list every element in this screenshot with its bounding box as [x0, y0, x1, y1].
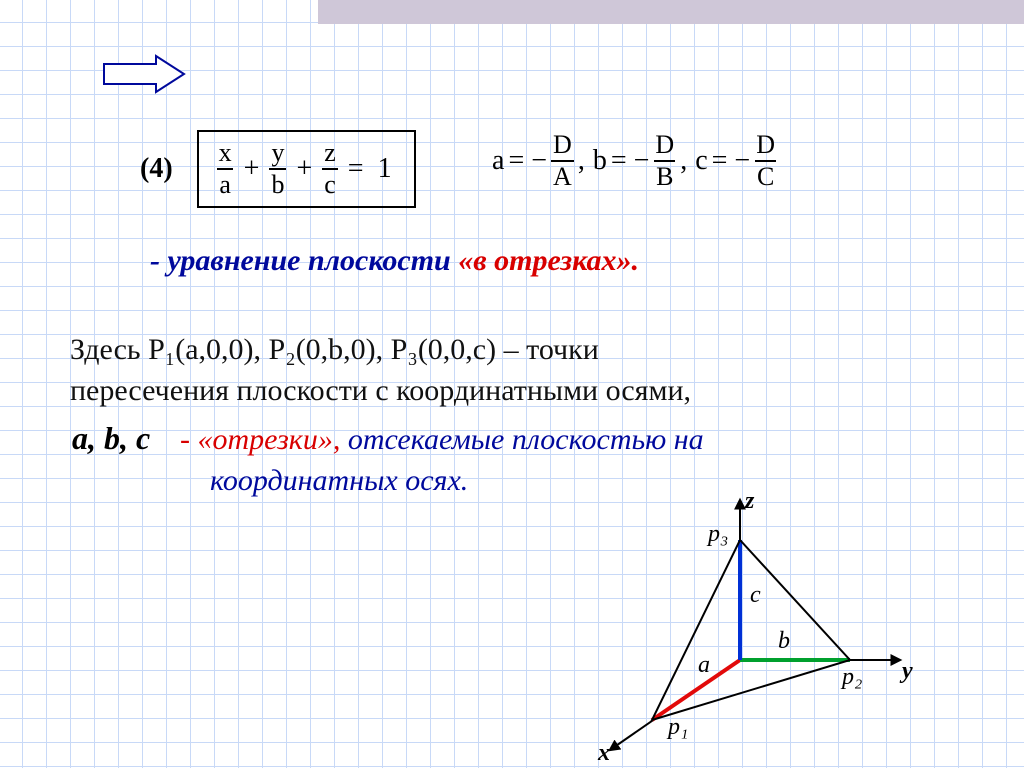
boxed-equation: x a + y b + z c = 1 [197, 130, 416, 208]
svg-text:b: b [778, 628, 790, 654]
subtitle: - уравнение плоскости «в отрезках». [150, 244, 639, 278]
abc-label: a, b, c [72, 420, 150, 457]
subtitle-em: «в отрезках». [458, 244, 639, 277]
body-text: Здесь P₁(a,0,0), P₂(0,b,0), P₃(0,0,c) – … [70, 330, 990, 411]
body-line-1: Здесь P₁(a,0,0), P₂(0,b,0), P₃(0,0,c) – … [70, 330, 990, 371]
def-a: a = − D A , [492, 132, 585, 190]
equation-number: (4) [140, 153, 173, 185]
svg-text:p₃: p₃ [706, 521, 728, 547]
seg-em: - «отрезки», [180, 423, 348, 456]
svg-text:c: c [750, 582, 761, 608]
axes-diagram: z y x a bc p₁ p₂ p₃ [550, 490, 920, 760]
seg-rest2: координатных осях. [180, 464, 468, 497]
rhs: 1 [374, 153, 396, 185]
equals: = [344, 153, 368, 185]
frac-x-a: x a [217, 140, 234, 198]
equation-row: (4) x a + y b + z c = 1 [140, 130, 416, 208]
subtitle-pre: - уравнение плоскости [150, 244, 458, 277]
svg-text:z: z [744, 490, 755, 514]
svg-text:p₁: p₁ [666, 714, 688, 740]
content: (4) x a + y b + z c = 1 a = − D [0, 0, 1024, 768]
def-b: b = − D B , [593, 132, 687, 190]
frac-y-b: y b [269, 140, 286, 198]
definitions: a = − D A , b = − D B , c = − D C [492, 132, 777, 190]
plus-2: + [292, 153, 316, 185]
svg-text:x: x [597, 740, 610, 760]
svg-text:y: y [899, 658, 913, 684]
seg-rest1: отсекаемые плоскостью на [348, 423, 704, 456]
svg-text:a: a [698, 652, 710, 678]
segments-text: - «отрезки», отсекаемые плоскостью на ко… [180, 420, 980, 501]
body-line-2: пересечения плоскости с координатными ос… [70, 371, 990, 412]
frac-z-c: z c [322, 140, 338, 198]
plus-1: + [240, 153, 264, 185]
svg-text:p₂: p₂ [840, 664, 862, 690]
def-c: c = − D C [695, 132, 777, 190]
